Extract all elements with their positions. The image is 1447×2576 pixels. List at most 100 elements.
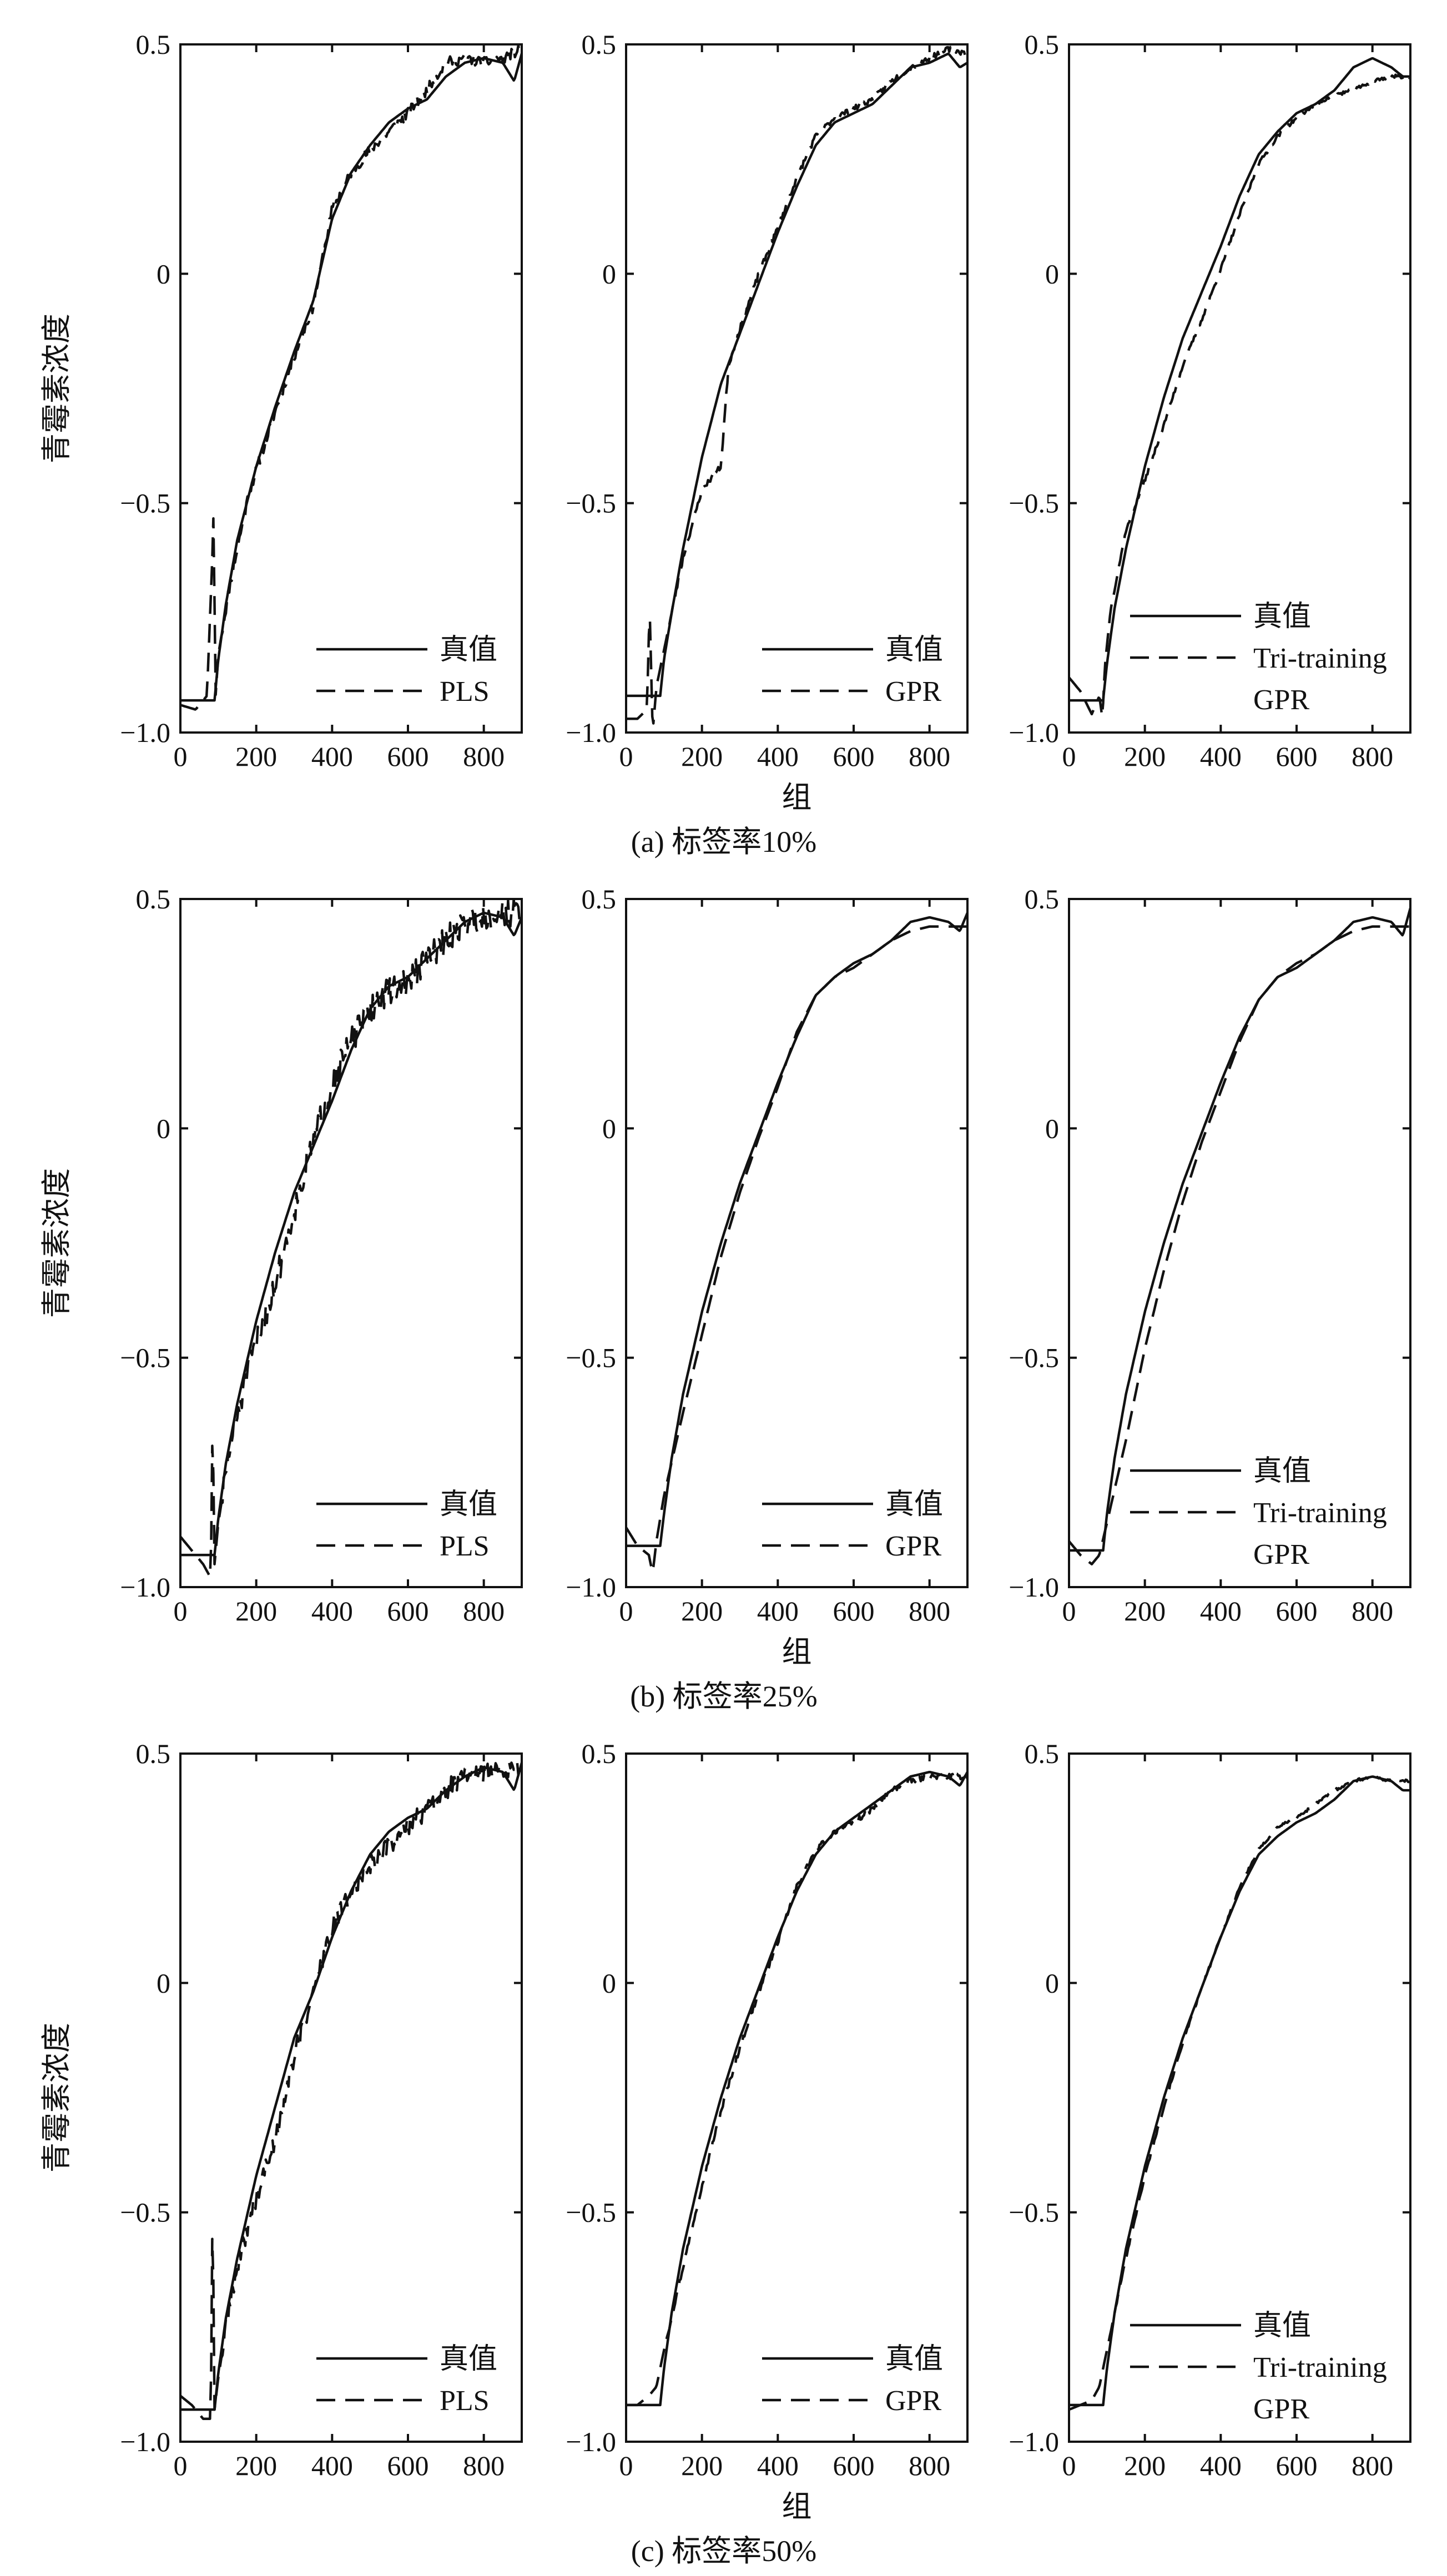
panel-grid: −1.0−0.500.50 200 400 600 800真值PLS青霉素浓度−1.0−…: [40, 29, 1411, 2523]
y-tick-label: 0.5: [1025, 29, 1060, 60]
plot-frame: [1068, 43, 1411, 734]
y-tick-label: 0.5: [1025, 1738, 1060, 1769]
legend-label-model: GPR: [885, 2385, 941, 2417]
x-tick-label: 200: [681, 741, 723, 772]
x-tick-label: 200: [235, 1595, 277, 1627]
legend: 真值 PLS: [316, 634, 497, 708]
x-tick-label: 800: [463, 741, 505, 772]
y-tick-label: 0: [1045, 258, 1059, 289]
x-tick-label: 0: [174, 741, 188, 772]
y-tick-label: −1.0: [1009, 2426, 1059, 2457]
plot-frame: [1068, 898, 1411, 1588]
y-tick-label: 0: [1045, 1967, 1059, 1998]
y-tick-label: 0.5: [136, 1738, 171, 1769]
y-tick-label: −0.5: [1009, 1342, 1059, 1373]
y-tick-label: −0.5: [566, 1342, 616, 1373]
x-tick-label: 0: [1062, 2450, 1076, 2481]
legend-label-true: 真值: [440, 2343, 497, 2375]
legend-label-model: Tri-training: [1253, 643, 1387, 674]
y-tick-label: −1.0: [566, 1572, 616, 1603]
series-line-prediction: [626, 925, 967, 1573]
x-tick-label: 0: [1062, 741, 1076, 772]
series-group: [626, 912, 967, 1573]
y-tick-label: −0.5: [566, 2197, 616, 2228]
series-line-prediction: [626, 46, 967, 725]
series-line-true-value: [1069, 1775, 1410, 2407]
legend: 真值 GPR: [762, 2343, 943, 2417]
y-tick-label: 0: [157, 1113, 170, 1144]
x-tick-label: 600: [1276, 2450, 1318, 2481]
chart-panel-r1c2: −1.0 −0.5 0 0.5 0 200 400 600 800 真值 GPR 组: [566, 29, 969, 814]
row-caption-a: (a) 标签率10%: [631, 825, 816, 858]
y-tick-label: 0: [157, 258, 170, 289]
y-tick-label: 0.5: [582, 1738, 617, 1769]
plot-frame: [625, 1752, 969, 2443]
x-tick-label: 800: [909, 741, 950, 772]
y-tick-label: −1.0: [120, 717, 170, 748]
series-line-prediction: [180, 1760, 522, 2420]
legend-label-model: GPR: [885, 676, 941, 708]
series-line-prediction: [626, 1772, 967, 2407]
x-tick-label: 200: [235, 2450, 277, 2481]
x-tick-label: 0: [174, 1595, 188, 1627]
y-tick-label: 0: [157, 1967, 170, 1998]
series-line-prediction: [1069, 73, 1410, 718]
series-line-true-value: [1069, 57, 1410, 702]
x-tick-label: 0: [619, 741, 633, 772]
x-tick-label: 0: [1062, 1595, 1076, 1627]
legend-label-true: 真值: [440, 1489, 497, 1521]
y-tick-label: −0.5: [1009, 2197, 1059, 2228]
legend-label-model-line2: GPR: [1253, 2393, 1309, 2425]
x-tick-label: 600: [833, 741, 875, 772]
legend: 真值 GPR: [762, 1489, 943, 1562]
y-tick-label: 0.5: [582, 29, 617, 60]
x-tick-label: 200: [681, 2450, 723, 2481]
series-line-true-value: [1069, 907, 1410, 1552]
row-caption-b: (b) 标签率25%: [630, 1680, 817, 1713]
y-tick-label: −0.5: [566, 488, 616, 519]
legend-label-true: 真值: [440, 634, 497, 666]
x-tick-label: 0: [619, 1595, 633, 1627]
legend: 真值 Tri-training GPR: [1130, 1456, 1387, 1570]
x-tick-label: 600: [1276, 1595, 1318, 1627]
x-tick-label: 400: [311, 2450, 353, 2481]
x-tick-label: 800: [463, 1595, 505, 1627]
legend-label-true: 真值: [1253, 601, 1311, 633]
x-tick-label: 800: [909, 2450, 950, 2481]
x-tick-label: 200: [1124, 741, 1166, 772]
y-tick-label: −1.0: [120, 2426, 170, 2457]
series-group: [626, 46, 967, 725]
x-tick-label: 800: [1352, 2450, 1393, 2481]
x-tick-label: 0: [619, 2450, 633, 2481]
x-tick-label: 400: [1200, 2450, 1242, 2481]
x-tick-label: 400: [311, 1595, 353, 1627]
legend-label-model-line2: GPR: [1253, 684, 1309, 716]
series-line-prediction: [1069, 925, 1410, 1565]
x-tick-label: 200: [1124, 1595, 1166, 1627]
x-tick-label: 600: [833, 2450, 875, 2481]
chart-panel-r2c1: −1.0 −0.5 0 0.5 0 200 400 600 800 真值 PLS 青霉素浓度: [40, 883, 523, 1627]
legend-label-model-line2: GPR: [1253, 1539, 1309, 1570]
plot-frame: [1068, 1752, 1411, 2443]
series-line-true-value: [180, 53, 522, 702]
chart-panel-r1c1: −1.0 −0.5 0 0.5 0 200 400 600 800 真值 PLS 青霉素浓度: [40, 29, 523, 772]
series-group: [180, 44, 522, 711]
x-tick-label: 600: [1276, 741, 1318, 772]
y-tick-label: −1.0: [566, 2426, 616, 2457]
series-group: [180, 899, 522, 1578]
legend-label-model: Tri-training: [1253, 1497, 1387, 1529]
y-tick-label: 0: [602, 1967, 616, 1998]
series-group: [180, 1760, 522, 2420]
x-tick-label: 800: [1352, 741, 1393, 772]
series-group: [1069, 1774, 1410, 2411]
legend-label-true: 真值: [885, 2343, 943, 2375]
y-tick-label: −1.0: [120, 1572, 170, 1603]
legend-label-model: PLS: [440, 676, 490, 708]
x-tick-label: 400: [757, 741, 799, 772]
chart-panel-r1c3: −1.0 −0.5 0 0.5 0 200 400 600 800 真值 Tri-training G…: [1009, 29, 1411, 772]
y-tick-label: 0: [602, 258, 616, 289]
x-tick-label: 600: [387, 2450, 429, 2481]
row-captions: (a) 标签率10% (b) 标签率25% (c) 标签率50%: [630, 825, 817, 2568]
chart-panel-r3c3: −1.0 −0.5 0 0.5 0 200 400 600 800 真值 Tri-training G…: [1009, 1738, 1411, 2481]
